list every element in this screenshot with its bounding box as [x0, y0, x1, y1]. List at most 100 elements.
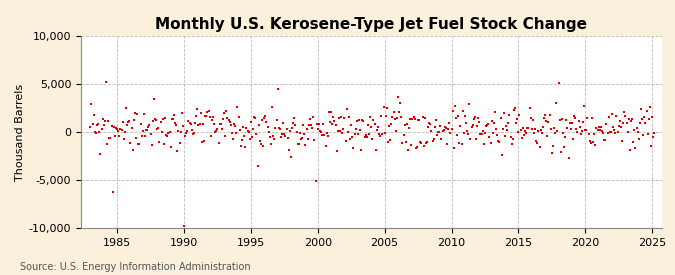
- Point: [174, 141, 185, 145]
- Title: Monthly U.S. Kerosene-Type Jet Fuel Stock Change: Monthly U.S. Kerosene-Type Jet Fuel Stoc…: [155, 17, 587, 32]
- Point: [137, 129, 148, 133]
- Point: [643, 132, 653, 136]
- Point: [438, 128, 449, 132]
- Point: [239, 133, 250, 138]
- Point: [102, 142, 113, 146]
- Point: [313, 127, 323, 132]
- Point: [617, 138, 628, 143]
- Point: [316, 130, 327, 134]
- Point: [444, 120, 455, 125]
- Point: [467, 123, 478, 127]
- Point: [419, 116, 430, 120]
- Point: [181, 131, 192, 135]
- Point: [275, 127, 286, 131]
- Point: [523, 126, 534, 130]
- Point: [500, 134, 510, 138]
- Point: [410, 145, 421, 150]
- Point: [213, 141, 224, 146]
- Point: [296, 136, 306, 141]
- Point: [389, 116, 400, 121]
- Point: [479, 142, 489, 146]
- Point: [580, 128, 591, 132]
- Point: [163, 130, 173, 135]
- Point: [198, 139, 209, 144]
- Point: [275, 135, 286, 139]
- Point: [337, 130, 348, 135]
- Point: [381, 106, 392, 110]
- Point: [434, 130, 445, 134]
- Point: [212, 127, 223, 131]
- Point: [269, 137, 279, 141]
- Point: [131, 136, 142, 140]
- Point: [306, 126, 317, 130]
- Point: [520, 128, 531, 133]
- Point: [371, 128, 382, 133]
- Point: [140, 128, 151, 132]
- Point: [526, 126, 537, 131]
- Point: [540, 112, 551, 117]
- Point: [607, 112, 618, 116]
- Point: [236, 143, 246, 148]
- Point: [512, 117, 522, 122]
- Point: [179, 224, 190, 229]
- Point: [412, 145, 423, 149]
- Point: [173, 128, 184, 133]
- Point: [214, 122, 225, 126]
- Point: [315, 129, 325, 133]
- Point: [332, 129, 343, 133]
- Point: [409, 116, 420, 121]
- Point: [418, 144, 429, 148]
- Point: [622, 130, 633, 134]
- Point: [468, 117, 479, 121]
- Point: [327, 122, 338, 127]
- Point: [424, 121, 435, 125]
- Point: [148, 97, 159, 101]
- Point: [645, 144, 656, 148]
- Point: [202, 110, 213, 114]
- Point: [123, 120, 134, 125]
- Point: [476, 131, 487, 136]
- Point: [511, 121, 522, 125]
- Point: [620, 114, 630, 118]
- Point: [412, 118, 423, 123]
- Point: [477, 129, 488, 133]
- Point: [171, 123, 182, 128]
- Point: [508, 108, 519, 113]
- Point: [636, 107, 647, 112]
- Point: [254, 139, 265, 143]
- Point: [253, 122, 264, 127]
- Point: [597, 128, 608, 133]
- Point: [454, 141, 464, 145]
- Point: [551, 101, 562, 105]
- Point: [203, 109, 214, 113]
- Point: [624, 148, 635, 152]
- Point: [463, 132, 474, 137]
- Point: [349, 132, 360, 136]
- Point: [633, 137, 644, 141]
- Point: [595, 124, 606, 129]
- Point: [441, 125, 452, 130]
- Point: [122, 123, 132, 127]
- Point: [621, 121, 632, 125]
- Point: [208, 115, 219, 120]
- Point: [428, 137, 439, 142]
- Point: [364, 131, 375, 136]
- Point: [105, 136, 116, 141]
- Point: [481, 124, 491, 128]
- Point: [279, 131, 290, 136]
- Point: [402, 122, 412, 126]
- Point: [535, 128, 546, 132]
- Point: [360, 132, 371, 137]
- Point: [614, 124, 624, 128]
- Point: [497, 127, 508, 131]
- Point: [433, 130, 443, 134]
- Point: [585, 141, 596, 145]
- Point: [414, 118, 425, 122]
- Point: [335, 129, 346, 133]
- Point: [569, 114, 580, 119]
- Point: [439, 125, 450, 130]
- Point: [310, 179, 321, 183]
- Point: [111, 126, 122, 130]
- Point: [95, 152, 106, 157]
- Point: [626, 117, 637, 122]
